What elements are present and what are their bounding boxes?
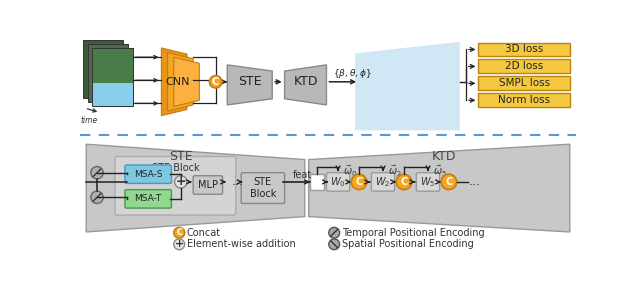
Bar (92, 83, 132, 106)
Text: 3D loss: 3D loss (505, 45, 543, 55)
Circle shape (175, 176, 187, 188)
Text: STE: STE (238, 75, 262, 88)
Circle shape (209, 76, 222, 88)
Circle shape (174, 239, 184, 250)
Text: 2D loss: 2D loss (505, 61, 543, 71)
FancyBboxPatch shape (193, 176, 223, 194)
FancyBboxPatch shape (417, 173, 440, 191)
Text: C: C (212, 77, 220, 87)
Circle shape (329, 227, 340, 238)
Text: MSA-T: MSA-T (134, 194, 162, 203)
Circle shape (91, 166, 103, 179)
Text: SMPL loss: SMPL loss (499, 78, 550, 88)
Text: KTD: KTD (432, 150, 456, 163)
Bar (478, 76, 570, 90)
Text: KTD: KTD (293, 75, 318, 88)
Polygon shape (355, 42, 460, 130)
FancyBboxPatch shape (125, 165, 172, 183)
Text: STE Block: STE Block (152, 163, 199, 173)
Bar (88, 44, 128, 102)
Text: ...: ... (469, 176, 481, 188)
Polygon shape (161, 48, 187, 116)
Text: C: C (355, 177, 363, 187)
Circle shape (174, 227, 184, 238)
Text: Element-wise addition: Element-wise addition (187, 239, 296, 249)
Text: C: C (445, 177, 452, 187)
Text: STE
Block: STE Block (250, 177, 276, 199)
Text: C: C (401, 177, 408, 187)
Bar (92, 48, 132, 106)
FancyBboxPatch shape (115, 156, 236, 215)
Circle shape (441, 174, 457, 190)
Bar (92, 48, 132, 83)
Bar (310, 174, 324, 190)
Text: +: + (175, 239, 184, 249)
Bar (478, 43, 570, 57)
Bar (92, 48, 132, 106)
FancyBboxPatch shape (125, 190, 172, 208)
Circle shape (351, 174, 367, 190)
Text: $W_5$: $W_5$ (420, 175, 436, 189)
Text: $W_2$: $W_2$ (376, 175, 390, 189)
Polygon shape (168, 53, 193, 111)
Text: time: time (81, 116, 98, 126)
Polygon shape (308, 144, 570, 232)
Text: MSA-S: MSA-S (134, 170, 163, 179)
Bar (92, 48, 132, 106)
FancyBboxPatch shape (371, 173, 395, 191)
Circle shape (329, 239, 340, 250)
Text: $\vec{\omega}_5$: $\vec{\omega}_5$ (433, 164, 447, 179)
Polygon shape (285, 65, 326, 105)
Text: Norm loss: Norm loss (498, 95, 550, 105)
Text: $\vec{\omega}_0$: $\vec{\omega}_0$ (342, 164, 356, 179)
Bar (83, 40, 124, 98)
Text: feat: feat (292, 170, 312, 179)
FancyBboxPatch shape (326, 173, 349, 191)
Text: MLP: MLP (198, 180, 218, 190)
Bar (478, 93, 570, 107)
Text: C: C (176, 228, 182, 237)
Circle shape (91, 191, 103, 203)
Text: Concat: Concat (187, 228, 221, 238)
Text: CNN: CNN (165, 77, 190, 87)
Text: Spatial Positional Encoding: Spatial Positional Encoding (342, 239, 474, 249)
Circle shape (396, 174, 412, 190)
FancyBboxPatch shape (241, 173, 285, 203)
Polygon shape (227, 65, 272, 105)
Text: Temporal Positional Encoding: Temporal Positional Encoding (342, 228, 484, 238)
Polygon shape (174, 57, 199, 106)
Text: $W_0$: $W_0$ (330, 175, 346, 189)
Text: $\{\beta,\theta,\phi\}$: $\{\beta,\theta,\phi\}$ (333, 66, 371, 80)
Polygon shape (86, 144, 305, 232)
Bar (478, 59, 570, 73)
Text: STE: STE (169, 150, 193, 163)
Text: $\vec{\omega}_2$: $\vec{\omega}_2$ (388, 164, 401, 179)
Text: ...: ... (232, 176, 244, 188)
Text: +: + (175, 176, 186, 188)
